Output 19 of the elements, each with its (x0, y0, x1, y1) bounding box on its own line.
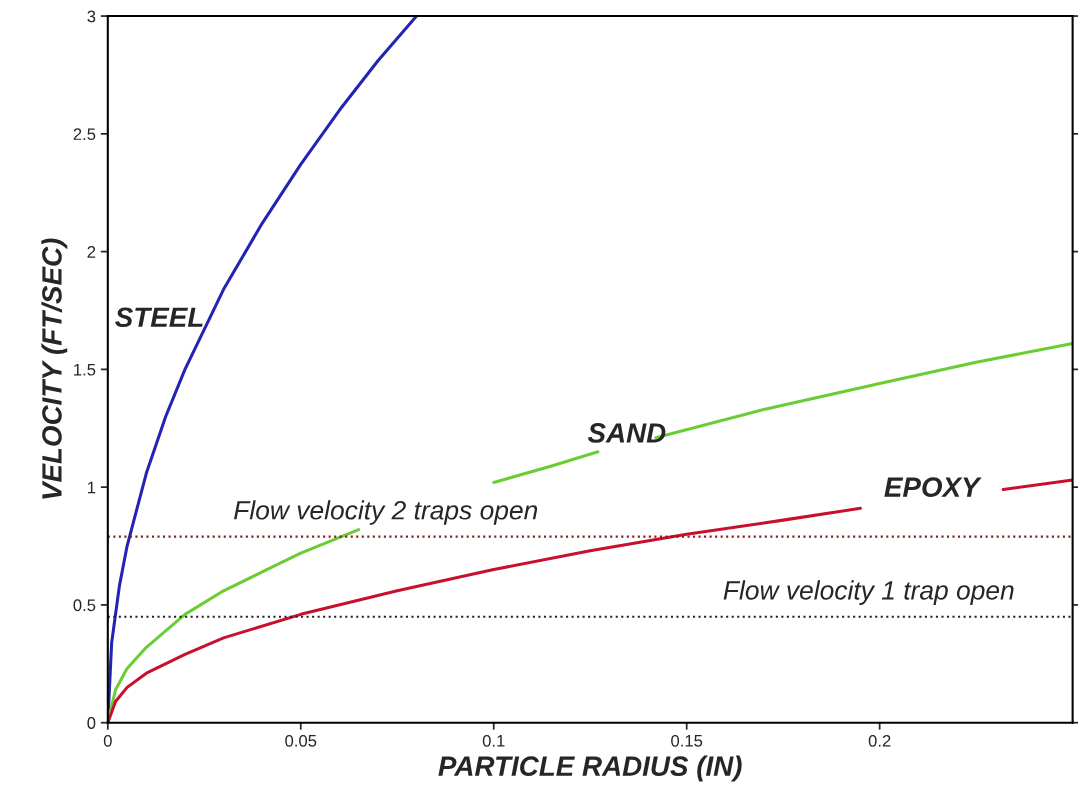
series-label: EPOXY (884, 477, 982, 497)
y-tick-label: 3 (87, 10, 96, 23)
y-tick-label: 1.5 (74, 363, 96, 376)
legend-label: Flow velocity 1 trap open (723, 580, 1014, 605)
x-tick-label: 0.05 (285, 734, 317, 747)
y-tick-label: 0 (87, 717, 96, 729)
ref-line-label: Flow velocity 2 traps open (234, 500, 538, 525)
y-tick-label: 0.5 (73, 599, 96, 612)
series-label: SAND (587, 423, 666, 443)
y-tick-label: 1 (88, 481, 96, 494)
x-tick-label: 0.15 (671, 734, 703, 747)
x-tick-label: 0 (103, 734, 112, 747)
y-tick-label: 2.5 (73, 128, 96, 141)
y-tick-label: 2 (87, 246, 96, 258)
y-axis-title: VELOCITY (FT/SEC) (41, 238, 68, 499)
x-axis-title: PARTICLE RADIUS (IN) (438, 755, 742, 782)
x-tick-label: 0.2 (868, 734, 891, 747)
series-label: STEEL (115, 307, 203, 328)
x-tick-label: 0.1 (482, 734, 505, 747)
